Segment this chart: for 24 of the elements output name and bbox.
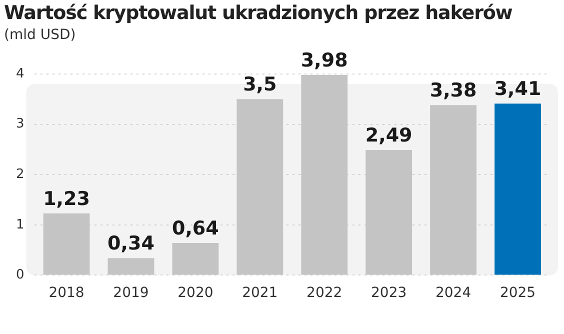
y-tick-label: 0: [16, 268, 24, 283]
data-label: 3,38: [430, 80, 477, 102]
x-tick-label: 2021: [242, 285, 278, 302]
bar: [494, 104, 541, 275]
data-label: 1,23: [43, 188, 90, 210]
chart-subtitle: (mld USD): [4, 27, 76, 43]
chart-title: Wartość kryptowalut ukradzionych przez hakerów: [4, 2, 512, 24]
x-tick-label: 2024: [435, 285, 472, 302]
x-tick-label: 2019: [113, 285, 149, 302]
y-tick-label: 4: [16, 66, 24, 82]
data-label: 2,49: [365, 124, 412, 146]
x-tick-label: 2020: [178, 285, 214, 302]
y-tick-label: 3: [16, 116, 24, 132]
data-label: 0,34: [108, 232, 154, 255]
x-tick-label: 2022: [306, 285, 342, 302]
y-tick-label: 2: [16, 166, 24, 182]
x-tick-label: 2018: [48, 285, 84, 302]
data-label: 3,98: [300, 49, 348, 72]
x-tick-label: 2023: [371, 285, 407, 302]
data-label: 0,64: [172, 217, 219, 240]
data-label: 3,41: [494, 78, 542, 100]
x-tick-label: 2025: [500, 285, 536, 302]
data-label: 3,5: [243, 74, 277, 96]
y-tick-label: 1: [16, 217, 24, 232]
